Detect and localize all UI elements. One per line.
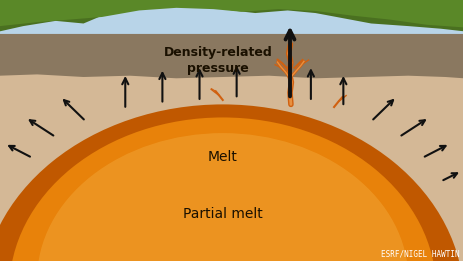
Ellipse shape <box>37 133 407 261</box>
Text: ESRF/NIGEL HAWTIN: ESRF/NIGEL HAWTIN <box>380 250 458 258</box>
Text: Partial melt: Partial melt <box>182 207 262 221</box>
Ellipse shape <box>9 117 435 261</box>
Polygon shape <box>0 0 463 37</box>
Text: Melt: Melt <box>207 150 237 164</box>
Bar <box>0 0 463 37</box>
Text: Density-related
pressure: Density-related pressure <box>163 45 272 75</box>
Ellipse shape <box>0 104 463 261</box>
Polygon shape <box>0 34 463 78</box>
Bar <box>0 69 463 261</box>
Polygon shape <box>0 0 463 34</box>
